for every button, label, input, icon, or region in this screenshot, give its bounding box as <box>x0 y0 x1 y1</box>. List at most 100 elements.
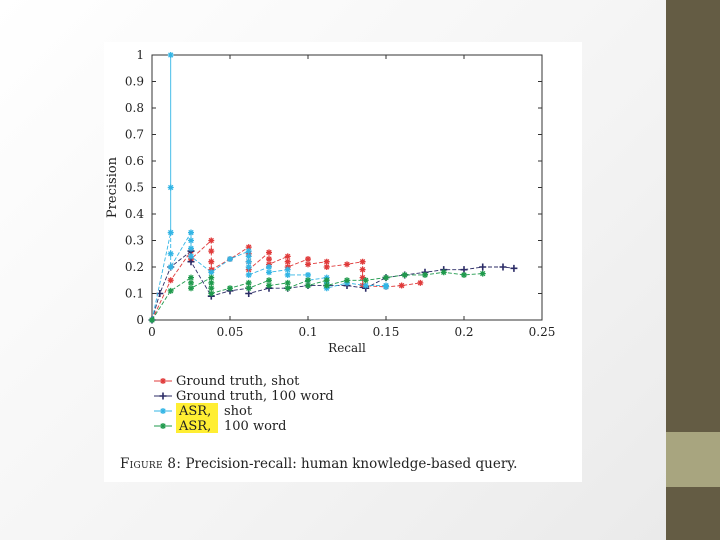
data-point <box>461 271 467 278</box>
data-point <box>440 269 447 276</box>
legend-label: Ground truth, 100 word <box>176 389 334 404</box>
data-point <box>323 277 330 284</box>
data-point <box>284 285 291 292</box>
data-point <box>167 184 174 191</box>
y-tick-label: 0.2 <box>125 260 144 274</box>
caption-label: Figure 8: <box>120 456 182 472</box>
legend-marker <box>159 392 167 400</box>
x-tick-label: 0 <box>148 325 156 339</box>
data-point <box>510 264 518 272</box>
x-tick-label: 0.2 <box>454 325 473 339</box>
data-point <box>284 266 291 273</box>
data-point <box>245 279 252 286</box>
data-point <box>208 258 215 265</box>
data-point <box>417 279 424 286</box>
data-point <box>305 256 311 263</box>
x-axis-label: Recall <box>328 341 366 355</box>
data-point <box>167 264 174 270</box>
data-point <box>188 274 194 281</box>
data-point <box>305 271 311 278</box>
data-point <box>362 282 369 289</box>
data-point <box>359 274 366 281</box>
data-point <box>208 290 215 297</box>
data-point <box>266 282 272 289</box>
y-tick-label: 0.9 <box>125 75 144 89</box>
legend-label-prefix: ASR, <box>178 404 211 419</box>
data-point <box>284 258 291 265</box>
legend-label: 100 word <box>224 419 286 434</box>
legend-entry: Ground truth, 100 word <box>154 389 334 404</box>
y-tick-label: 0.6 <box>125 154 144 168</box>
x-tick-label: 0.15 <box>373 325 400 339</box>
legend-marker <box>160 423 166 429</box>
data-point <box>359 258 366 265</box>
data-point <box>305 282 311 289</box>
data-point <box>479 263 487 271</box>
y-tick-label: 0.5 <box>125 181 144 195</box>
data-point <box>208 237 215 244</box>
legend-highlight <box>176 403 218 418</box>
data-point <box>344 261 350 268</box>
data-point <box>266 269 272 276</box>
data-point <box>344 277 350 284</box>
y-tick-label: 0.1 <box>125 287 144 301</box>
data-point <box>359 266 366 273</box>
legend-label-prefix: ASR, <box>178 419 211 434</box>
data-point <box>305 277 311 284</box>
series-ground-truth-100-word <box>148 247 518 324</box>
data-point <box>208 248 215 255</box>
data-point <box>167 52 174 58</box>
data-point <box>398 282 405 289</box>
chart-series <box>148 52 518 324</box>
data-point <box>245 244 252 251</box>
data-point <box>362 277 369 284</box>
data-point <box>383 274 389 281</box>
data-point <box>208 269 215 276</box>
data-point <box>149 317 155 323</box>
x-tick-label: 0.05 <box>217 325 244 339</box>
data-point <box>245 264 252 270</box>
legend-label: Ground truth, shot <box>176 374 300 389</box>
data-point <box>266 256 272 263</box>
data-point <box>188 229 194 236</box>
data-point <box>305 261 311 268</box>
data-point <box>266 277 272 284</box>
y-tick-label: 0.7 <box>125 128 144 142</box>
data-point <box>284 279 291 286</box>
data-point <box>208 274 215 281</box>
figure-panel: 0 0.05 0.1 0.15 0.2 0.25 0 0.1 0.2 0.3 0.4 0.5 0.6 0.… <box>104 42 582 482</box>
data-point <box>245 271 252 278</box>
data-point <box>323 258 330 265</box>
figure-caption: Figure 8: Precision-recall: human knowle… <box>120 456 517 472</box>
data-point <box>208 279 215 286</box>
data-point <box>227 285 233 292</box>
data-point <box>188 245 194 252</box>
data-point <box>167 250 174 257</box>
data-point <box>499 263 507 271</box>
data-point <box>167 287 174 294</box>
x-tick-label: 0.1 <box>298 325 317 339</box>
data-point <box>245 258 252 265</box>
legend-label: shot <box>224 404 253 419</box>
data-point <box>245 253 252 260</box>
data-point <box>383 283 389 290</box>
legend-entry: ASR, shot <box>154 403 253 419</box>
data-point <box>284 253 291 260</box>
legend-marker <box>160 408 166 414</box>
precision-recall-chart: 0 0.05 0.1 0.15 0.2 0.25 0 0.1 0.2 0.3 0.4 0.5 0.6 0.… <box>105 48 555 434</box>
chart-axes: 0 0.05 0.1 0.15 0.2 0.25 0 0.1 0.2 0.3 0.4 0.5 0.6 0.… <box>105 48 555 355</box>
series-asr-100-word <box>149 269 486 323</box>
data-point <box>284 271 291 278</box>
x-tick-label: 0.25 <box>529 325 556 339</box>
data-point <box>188 279 194 286</box>
data-point <box>227 256 233 263</box>
data-point <box>188 285 194 292</box>
y-tick-label: 0.3 <box>125 234 144 248</box>
legend-highlight <box>176 418 218 433</box>
data-point <box>188 237 194 244</box>
data-point <box>245 248 252 255</box>
data-point <box>266 249 272 256</box>
caption-text: Precision-recall: human knowledge-based … <box>185 456 518 472</box>
y-tick-label: 0 <box>136 313 144 327</box>
